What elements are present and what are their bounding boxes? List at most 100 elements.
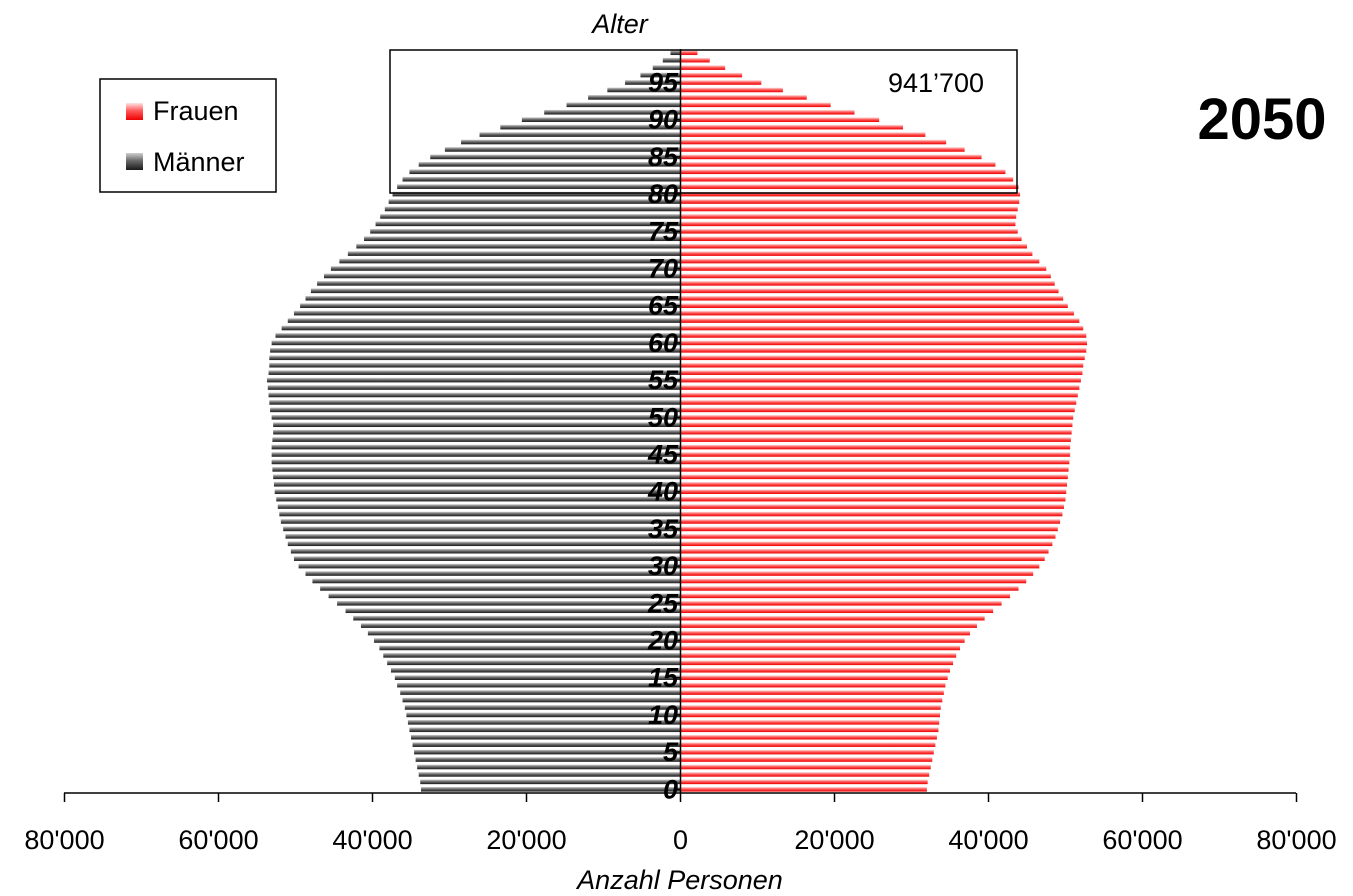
bar-maenner-age-55 bbox=[267, 377, 681, 383]
bar-frauen-age-85 bbox=[680, 154, 982, 160]
bar-frauen-age-3 bbox=[680, 764, 931, 770]
bar-frauen-age-55 bbox=[680, 377, 1081, 383]
bar-frauen-age-99 bbox=[680, 50, 698, 56]
bar-frauen-age-7 bbox=[680, 734, 937, 740]
bar-maenner-age-61 bbox=[275, 333, 681, 338]
bar-maenner-age-42 bbox=[273, 474, 681, 480]
x-tick-label: 80'000 bbox=[1256, 825, 1336, 855]
bar-maenner-age-73 bbox=[356, 243, 681, 249]
women-bars bbox=[680, 50, 1088, 792]
bar-frauen-age-15 bbox=[680, 675, 948, 680]
x-tick-label: 40'000 bbox=[948, 825, 1028, 855]
bar-frauen-age-79 bbox=[680, 199, 1020, 204]
bar-maenner-age-78 bbox=[384, 206, 681, 212]
bar-maenner-age-60 bbox=[271, 340, 681, 346]
bar-frauen-age-60 bbox=[680, 340, 1088, 346]
bar-frauen-age-78 bbox=[680, 206, 1018, 212]
bar-maenner-age-91 bbox=[544, 109, 681, 115]
bar-frauen-age-33 bbox=[680, 541, 1053, 547]
age-tick-label: 20 bbox=[647, 625, 678, 655]
bar-maenner-age-28 bbox=[312, 578, 681, 584]
bar-frauen-age-95 bbox=[680, 80, 762, 85]
bar-maenner-age-24 bbox=[345, 608, 681, 614]
bar-frauen-age-21 bbox=[680, 630, 971, 636]
bar-maenner-age-99 bbox=[670, 50, 681, 56]
bar-frauen-age-88 bbox=[680, 132, 926, 137]
bar-frauen-age-52 bbox=[680, 400, 1077, 405]
bar-frauen-age-59 bbox=[680, 348, 1087, 353]
bar-maenner-age-32 bbox=[290, 548, 681, 554]
bar-maenner-age-12 bbox=[402, 697, 681, 703]
age-tick-label: 90 bbox=[648, 105, 678, 135]
bar-maenner-age-11 bbox=[404, 705, 681, 710]
bar-maenner-age-77 bbox=[380, 214, 681, 219]
bar-maenner-age-1 bbox=[420, 779, 681, 785]
bar-frauen-age-42 bbox=[680, 474, 1068, 480]
age-tick-label: 35 bbox=[648, 514, 679, 544]
bar-maenner-age-71 bbox=[339, 258, 681, 264]
bar-frauen-age-84 bbox=[680, 162, 996, 167]
bar-maenner-age-98 bbox=[662, 57, 681, 63]
bar-frauen-age-50 bbox=[680, 414, 1074, 420]
bar-maenner-age-70 bbox=[330, 266, 681, 271]
bar-maenner-age-29 bbox=[305, 571, 681, 576]
age-tick-label: 10 bbox=[648, 700, 678, 730]
bar-maenner-age-87 bbox=[461, 139, 681, 145]
bar-maenner-age-8 bbox=[409, 727, 681, 733]
bar-maenner-age-96 bbox=[640, 72, 681, 78]
bar-maenner-age-93 bbox=[588, 95, 681, 100]
bar-frauen-age-72 bbox=[680, 251, 1033, 256]
bar-maenner-age-81 bbox=[397, 184, 681, 189]
bar-maenner-age-36 bbox=[280, 519, 681, 524]
annotation-box bbox=[389, 49, 1018, 194]
bar-frauen-age-65 bbox=[680, 303, 1068, 308]
bar-frauen-age-11 bbox=[680, 705, 941, 710]
bar-maenner-age-33 bbox=[287, 541, 681, 547]
bar-frauen-age-45 bbox=[680, 452, 1071, 457]
bar-maenner-age-82 bbox=[402, 176, 681, 182]
bar-frauen-age-12 bbox=[680, 697, 943, 703]
bar-maenner-age-86 bbox=[444, 147, 681, 152]
age-tick-label: 95 bbox=[648, 67, 679, 97]
bar-maenner-age-44 bbox=[271, 459, 681, 465]
bar-frauen-age-64 bbox=[680, 310, 1074, 316]
bar-frauen-age-44 bbox=[680, 459, 1070, 465]
bar-frauen-age-4 bbox=[680, 757, 933, 762]
x-tick-label: 60'000 bbox=[178, 825, 258, 855]
bar-maenner-age-9 bbox=[407, 720, 681, 725]
bar-frauen-age-61 bbox=[680, 333, 1087, 338]
bar-maenner-age-52 bbox=[269, 400, 681, 405]
bar-frauen-age-76 bbox=[680, 221, 1016, 227]
bar-maenner-age-88 bbox=[479, 132, 681, 137]
legend-swatch-frauen bbox=[126, 103, 143, 120]
bar-frauen-age-89 bbox=[680, 124, 904, 130]
bar-frauen-age-69 bbox=[680, 273, 1051, 279]
age-tick-label: 25 bbox=[647, 588, 679, 618]
bar-maenner-age-53 bbox=[268, 392, 681, 398]
bar-frauen-age-80 bbox=[680, 191, 1021, 197]
bar-frauen-age-58 bbox=[680, 355, 1085, 361]
bar-maenner-age-27 bbox=[320, 586, 681, 591]
age-tick-label: 5 bbox=[663, 737, 679, 767]
legend-label-maenner: Männer bbox=[153, 147, 245, 177]
bar-frauen-age-20 bbox=[680, 638, 965, 643]
bar-maenner-age-89 bbox=[500, 124, 681, 130]
bar-frauen-age-10 bbox=[680, 712, 940, 718]
x-tick-label: 0 bbox=[673, 825, 688, 855]
bar-frauen-age-54 bbox=[680, 385, 1080, 390]
bar-frauen-age-68 bbox=[680, 281, 1055, 286]
bar-maenner-age-2 bbox=[418, 772, 681, 777]
bar-frauen-age-74 bbox=[680, 236, 1022, 242]
bar-maenner-age-92 bbox=[566, 102, 681, 108]
bar-frauen-age-22 bbox=[680, 623, 977, 628]
bar-maenner-age-74 bbox=[364, 236, 681, 242]
x-tick-label: 40'000 bbox=[332, 825, 412, 855]
bar-frauen-age-93 bbox=[680, 95, 807, 100]
bar-maenner-age-65 bbox=[300, 303, 681, 308]
bar-frauen-age-51 bbox=[680, 407, 1075, 413]
age-tick-label: 50 bbox=[648, 402, 678, 432]
bar-maenner-age-37 bbox=[279, 511, 681, 517]
bar-frauen-age-49 bbox=[680, 422, 1073, 428]
bar-maenner-age-48 bbox=[273, 429, 681, 435]
bar-frauen-age-28 bbox=[680, 578, 1027, 584]
